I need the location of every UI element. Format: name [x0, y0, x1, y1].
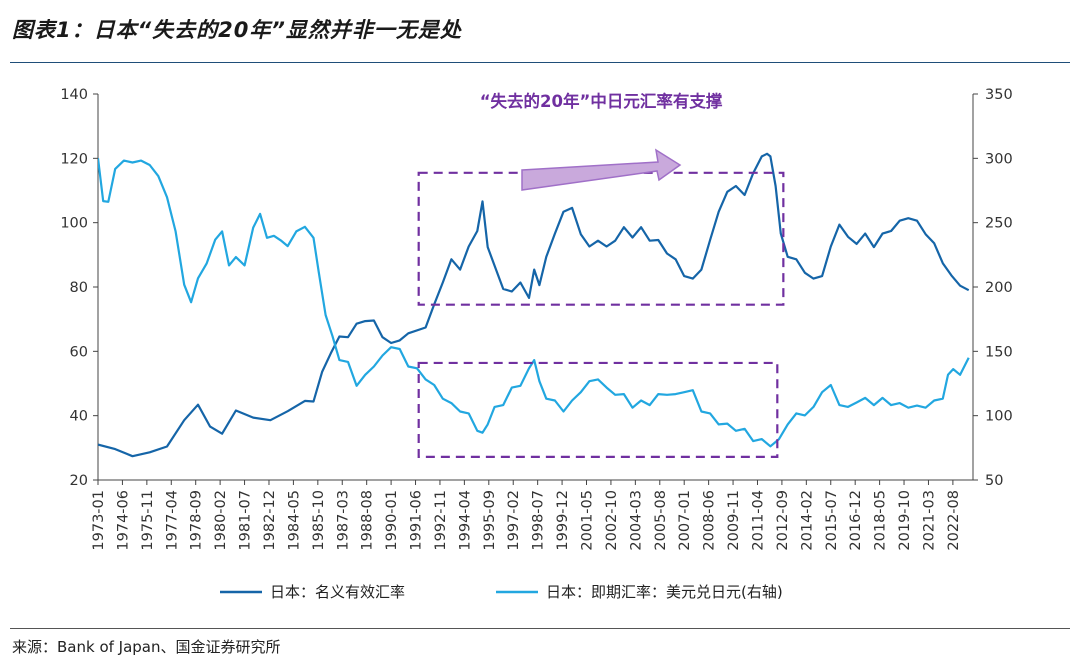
x-tick-label: 1973-01: [91, 490, 107, 551]
x-tick-label: 1981-07: [238, 490, 254, 551]
y-left-tick-label: 120: [60, 151, 88, 167]
legend-label-usd-jpy: 日本：即期汇率：美元兑日元(右轴): [546, 583, 783, 601]
x-tick-label: 2015-07: [824, 490, 840, 551]
x-tick-label: 1975-11: [140, 490, 156, 551]
x-tick-label: 2014-02: [799, 490, 815, 551]
x-tick-label: 2018-05: [873, 490, 889, 551]
chart-axes: 20 40 60 80 100 120 140 50 100 150 200 250 300 350 197…: [60, 87, 1012, 551]
x-tick-label: 1974-06: [115, 490, 131, 551]
trend-arrow: [521, 148, 682, 191]
x-tick-label: 1998-07: [531, 490, 547, 551]
x-tick-label: 1977-04: [164, 490, 180, 551]
x-tick-label: 2011-04: [750, 490, 766, 551]
x-tick-label: 2004-03: [628, 490, 644, 551]
y-right-tick-label: 150: [985, 344, 1013, 360]
x-tick-label: 2019-10: [897, 490, 913, 551]
x-tick-label: 1995-09: [482, 490, 498, 551]
highlight-box-lower: [417, 361, 779, 458]
chart-legend: 日本：名义有效汇率 日本：即期汇率：美元兑日元(右轴): [220, 583, 783, 601]
title-divider: [10, 62, 1070, 63]
legend-label-nominal: 日本：名义有效汇率: [270, 583, 405, 601]
x-tick-label: 1991-06: [409, 490, 425, 551]
x-tick-label: 1990-01: [384, 490, 400, 551]
x-tick-label: 1992-11: [433, 490, 449, 551]
y-left-tick-label: 80: [70, 280, 88, 296]
x-tick-label: 2002-10: [604, 490, 620, 551]
x-tick-label: 1994-04: [457, 490, 473, 551]
y-right-tick-label: 350: [985, 87, 1013, 103]
annotation-layer: “失去的20年”中日元汇率有支撑: [417, 91, 785, 458]
x-tick-label: 1985-10: [311, 490, 327, 551]
x-tick-label: 1982-12: [262, 490, 278, 551]
x-tick-label: 2022-08: [946, 490, 962, 551]
x-tick-label: 1997-02: [506, 490, 522, 551]
x-tick-label: 2012-09: [775, 490, 791, 551]
y-left-tick-label: 100: [60, 216, 88, 232]
x-tick-label: 2008-06: [702, 490, 718, 551]
y-left-tick-label: 140: [60, 87, 88, 103]
x-tick-label: 2021-03: [921, 490, 937, 551]
chart-title: 图表1：日本“失去的20年”显然并非一无是处: [12, 18, 462, 42]
y-left-tick-label: 40: [70, 409, 88, 425]
series-line-nominal-effective: [98, 152, 970, 458]
x-tick-label: 2009-11: [726, 490, 742, 551]
x-tick-label: 1988-08: [360, 490, 376, 551]
series-line-usd-jpy: [98, 158, 970, 448]
x-tick-label: 2016-12: [848, 490, 864, 551]
x-tick-label: 1999-12: [555, 490, 571, 551]
source-note: 来源：Bank of Japan、国金证券研究所: [12, 638, 281, 656]
x-tick-label: 2005-08: [653, 490, 669, 551]
footer-divider: [10, 628, 1070, 629]
x-tick-label: 1984-05: [286, 490, 302, 551]
x-tick-label: 2001-05: [580, 490, 596, 551]
x-tick-label: 1978-09: [189, 490, 205, 551]
y-right-tick-label: 300: [985, 151, 1013, 167]
x-tick-label: 2007-01: [677, 490, 693, 551]
y-left-tick-label: 20: [70, 473, 88, 489]
y-right-tick-label: 200: [985, 280, 1013, 296]
x-tick-label: 1987-03: [335, 490, 351, 551]
y-left-tick-label: 60: [70, 344, 88, 360]
y-right-tick-label: 100: [985, 409, 1013, 425]
y-right-tick-label: 250: [985, 216, 1013, 232]
x-tick-label: 1980-02: [213, 490, 229, 551]
annotation-label: “失去的20年”中日元汇率有支撑: [480, 91, 723, 111]
series-lines: [98, 152, 970, 458]
y-right-tick-label: 50: [985, 473, 1003, 489]
